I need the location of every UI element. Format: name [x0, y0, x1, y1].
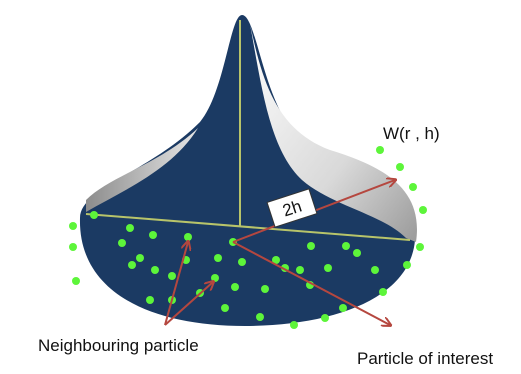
kernel-shape: [80, 15, 417, 326]
kernel-label: W(r , h): [383, 124, 440, 143]
interest-label: Particle of interest: [357, 349, 493, 368]
neighbour-label: Neighbouring particle: [38, 336, 199, 355]
sph-kernel-diagram: 2h W(r , h) Neighbouring particle Partic…: [0, 0, 521, 374]
